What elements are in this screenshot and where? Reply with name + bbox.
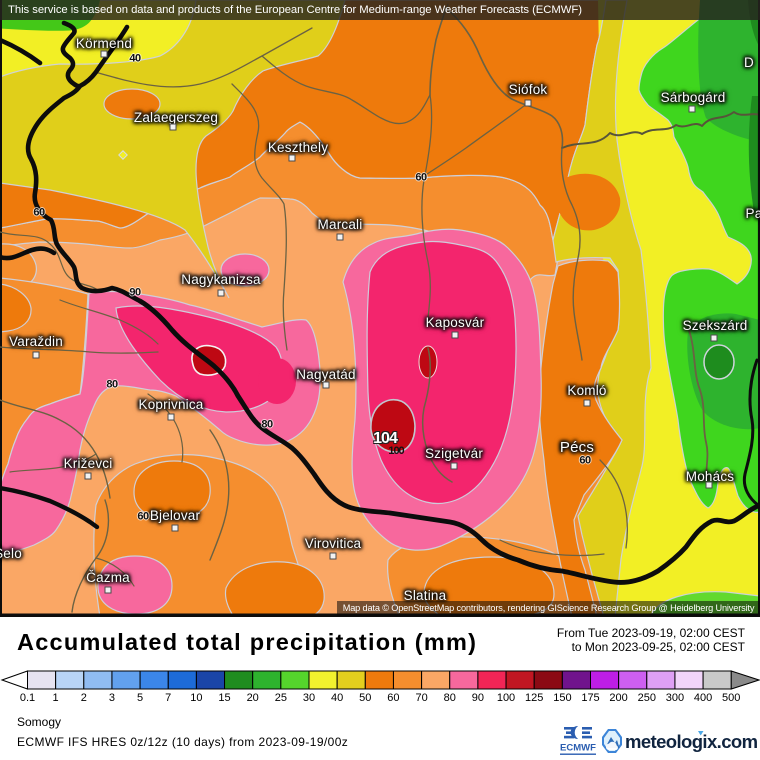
svg-text:meteologix.com: meteologix.com <box>625 731 758 752</box>
svg-text:ECMWF: ECMWF <box>560 743 596 754</box>
